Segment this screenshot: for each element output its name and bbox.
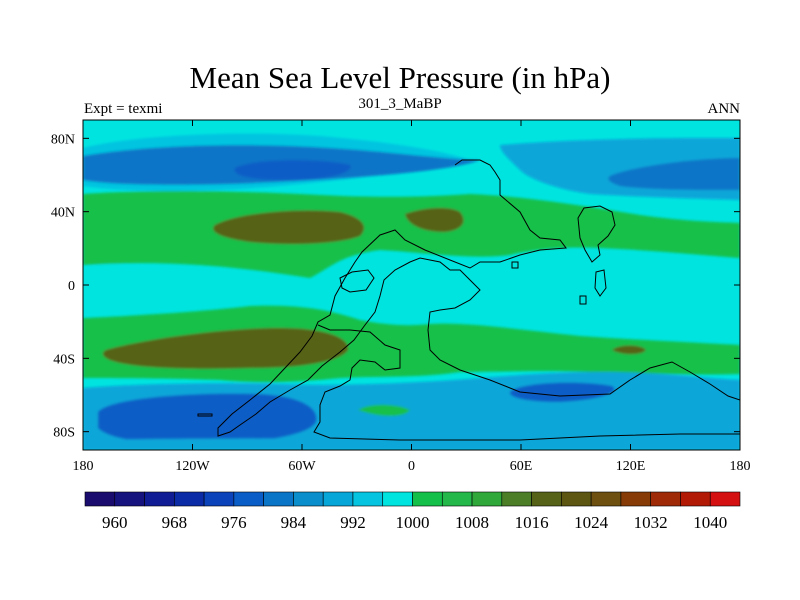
small-island-outline-1 [594, 269, 607, 297]
equatorial-pacific-tongue [83, 264, 163, 306]
colorbar-label: 960 [102, 513, 128, 532]
south-continent-outline [313, 324, 740, 441]
x-axis: 180 120W 60W 0 60E 120E 180 [73, 120, 751, 474]
colorbar-label: 976 [221, 513, 247, 532]
colorbar-swatch [233, 491, 264, 507]
north-continent-outline [217, 159, 740, 437]
colorbar-swatch [352, 491, 384, 507]
x-tick-label: 180 [730, 459, 751, 474]
colorbar-label: 1000 [396, 513, 430, 532]
asian-low [608, 158, 740, 190]
colorbar: 960 968 976 984 992 1000 1008 1016 1024 1032 1040 [84, 491, 741, 532]
colorbar-swatch [322, 491, 354, 507]
colorbar-swatch [650, 491, 681, 507]
colorbar-swatch [501, 491, 532, 507]
colorbar-label: 992 [340, 513, 366, 532]
pacific-island-outline [339, 269, 375, 293]
small-island-outline-4 [197, 413, 213, 417]
colorbar-label: 1032 [634, 513, 668, 532]
x-tick-label: 120E [616, 459, 646, 474]
colorbar-swatch [441, 491, 473, 507]
experiment-label: Expt = texmi [84, 101, 163, 117]
x-tick-label: 0 [408, 459, 415, 474]
colorbar-swatch [293, 491, 324, 507]
chart-title: Mean Sea Level Pressure (in hPa) [189, 60, 611, 95]
colorbar-swatch [680, 491, 711, 507]
colorbar-swatch [263, 491, 294, 507]
colorbar-swatch [709, 491, 741, 507]
colorbar-swatch [620, 491, 651, 507]
small-island-outline-2 [579, 295, 587, 305]
north-pacific-deep-core [234, 160, 351, 180]
colorbar-label: 984 [281, 513, 307, 532]
y-tick-label: 40N [51, 206, 75, 221]
x-tick-label: 180 [73, 459, 94, 474]
chart-subtitle: 301_3_MaBP [358, 96, 442, 112]
northern-subtropical-belt [83, 191, 740, 278]
south-subtropical-high [102, 328, 349, 369]
colorbar-label: 1040 [693, 513, 727, 532]
indian-ocean-high [612, 345, 646, 355]
small-island-outline-3 [511, 261, 519, 269]
colorbar-swatch [114, 491, 145, 507]
colorbar-swatch [174, 491, 205, 507]
period-label: ANN [707, 101, 741, 117]
southern-ocean-low-core [98, 393, 317, 445]
colorbar-swatch [382, 491, 413, 507]
east-landmass-outline [577, 205, 616, 263]
colorbar-label: 1008 [455, 513, 489, 532]
colorbar-swatch [561, 491, 592, 507]
coastline-layer [197, 159, 740, 441]
y-axis: 80N 40N 0 40S 80S [51, 132, 740, 441]
x-tick-label: 60W [288, 459, 316, 474]
colorbar-swatch [590, 491, 622, 507]
north-subtropical-high [213, 210, 364, 244]
y-tick-label: 0 [68, 279, 75, 294]
colorbar-label: 1024 [574, 513, 609, 532]
antarctic-high [358, 404, 410, 416]
colorbar-swatch [471, 491, 503, 507]
x-tick-label: 120W [175, 459, 210, 474]
southern-ocean-low-core-east [509, 382, 615, 402]
colorbar-swatch [84, 491, 116, 507]
y-tick-label: 80S [53, 426, 75, 441]
colorbar-swatch [203, 491, 235, 507]
colorbar-swatch [531, 491, 562, 507]
north-atlantic-high [405, 208, 464, 232]
colorbar-swatch [412, 491, 443, 507]
colorbar-label: 1016 [515, 513, 549, 532]
field-layer [83, 120, 740, 450]
x-tick-label: 60E [510, 459, 533, 474]
y-tick-label: 80N [51, 132, 75, 147]
colorbar-label: 968 [162, 513, 188, 532]
y-tick-label: 40S [53, 352, 75, 367]
colorbar-swatch [144, 491, 175, 507]
